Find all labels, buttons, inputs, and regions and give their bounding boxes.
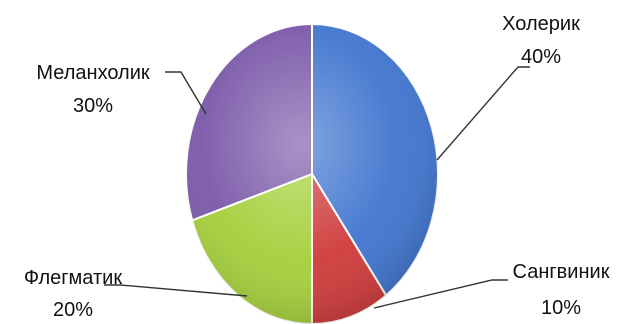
label-melancholic-name: Меланхолик [36, 62, 150, 84]
leader-sanguine [373, 279, 508, 309]
label-choleric-name: Холерик [502, 13, 580, 35]
pie-shading [186, 24, 438, 324]
label-melancholic-value: 30% [72, 95, 114, 117]
label-phlegmatic-value: 20% [52, 299, 94, 321]
label-phlegmatic-name: Флегматик [23, 267, 123, 289]
leader-choleric [436, 66, 530, 161]
label-sanguine-value: 10% [540, 297, 582, 319]
label-choleric-value: 40% [520, 46, 562, 68]
pie-slices [185, 22, 439, 324]
leader-phlegmatic [104, 284, 248, 297]
leader-lines [104, 66, 530, 309]
leader-melancholic [165, 71, 207, 115]
label-sanguine-name: Сангвиник [512, 261, 610, 283]
